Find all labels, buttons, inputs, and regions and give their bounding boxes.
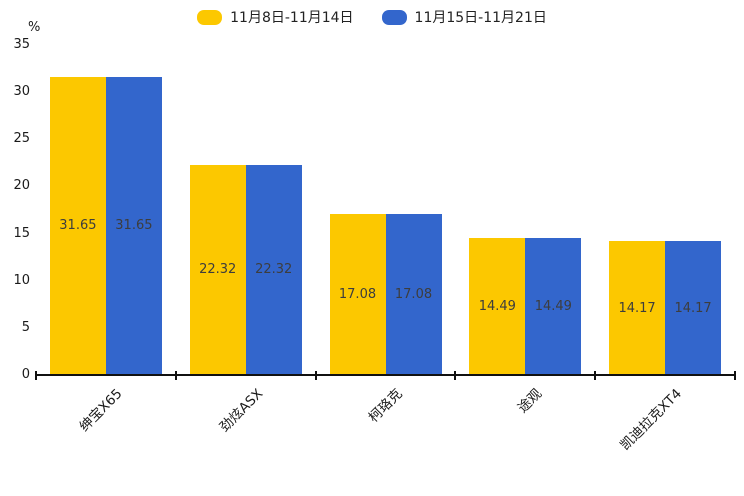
x-category-label: 绅宝X65	[76, 385, 127, 435]
y-tick-label: 30	[13, 84, 30, 100]
bar-value-label: 17.08	[394, 286, 433, 302]
legend-swatch-icon	[381, 9, 407, 25]
x-axis-line	[36, 374, 735, 376]
y-tick-label: 20	[13, 178, 30, 194]
bar-value-label: 14.17	[618, 300, 656, 316]
bar-value-label: 31.65	[59, 218, 97, 234]
x-tick-mark	[734, 371, 736, 380]
bar-柯珞克-series-1[interactable]: 17.08	[329, 213, 386, 375]
x-category-label: 劲炫ASX	[216, 385, 266, 436]
y-tick-label: 15	[13, 225, 30, 241]
x-category-label: 柯珞克	[365, 385, 406, 426]
x-tick-mark	[594, 371, 597, 380]
y-tick-label: 0	[21, 367, 30, 382]
bar-value-label: 22.32	[255, 262, 293, 278]
legend-swatch-icon	[197, 9, 223, 25]
x-tick-mark	[35, 371, 37, 380]
legend-item-series-2[interactable]: 11月15日-11月21日	[381, 7, 547, 27]
y-tick-label: 25	[13, 131, 30, 147]
bar-value-label: 17.08	[338, 286, 377, 302]
y-tick-label: 5	[21, 319, 30, 335]
bar-value-label: 14.49	[534, 299, 572, 315]
bar-凯迪拉克XT4-series-1[interactable]: 14.17	[609, 241, 666, 375]
x-category-label: 途观	[515, 385, 546, 417]
bar-途观-series-2[interactable]: 14.49	[525, 238, 582, 375]
bar-绅宝X65-series-1[interactable]: 31.65	[49, 76, 106, 375]
bar-value-label: 22.32	[199, 262, 237, 278]
bar-value-label: 14.17	[674, 300, 712, 316]
x-tick-mark	[454, 371, 457, 380]
legend-label: 11月15日-11月21日	[414, 10, 547, 26]
x-category-label: 凯迪拉克XT4	[617, 385, 686, 454]
bar-绅宝X65-series-2[interactable]: 31.65	[105, 76, 162, 375]
y-tick-label: 10	[13, 272, 30, 288]
y-tick-label: 35	[13, 37, 30, 52]
bar-柯珞克-series-2[interactable]: 17.08	[385, 213, 442, 375]
bar-劲炫ASX-series-1[interactable]: 22.32	[189, 164, 246, 375]
legend-label: 11月8日-11月14日	[230, 10, 354, 26]
bar-value-label: 14.49	[478, 299, 516, 315]
bar-value-label: 31.65	[115, 218, 153, 234]
x-tick-mark	[314, 371, 317, 380]
y-axis-unit-label: %	[28, 20, 41, 35]
chart-legend: 11月8日-11月14日 11月15日-11月21日	[0, 7, 744, 27]
bar-劲炫ASX-series-2[interactable]: 22.32	[245, 164, 302, 375]
bar-途观-series-1[interactable]: 14.49	[469, 238, 526, 375]
x-tick-mark	[174, 371, 177, 380]
legend-item-series-1[interactable]: 11月8日-11月14日	[197, 7, 354, 27]
bar-凯迪拉克XT4-series-2[interactable]: 14.17	[665, 241, 722, 375]
